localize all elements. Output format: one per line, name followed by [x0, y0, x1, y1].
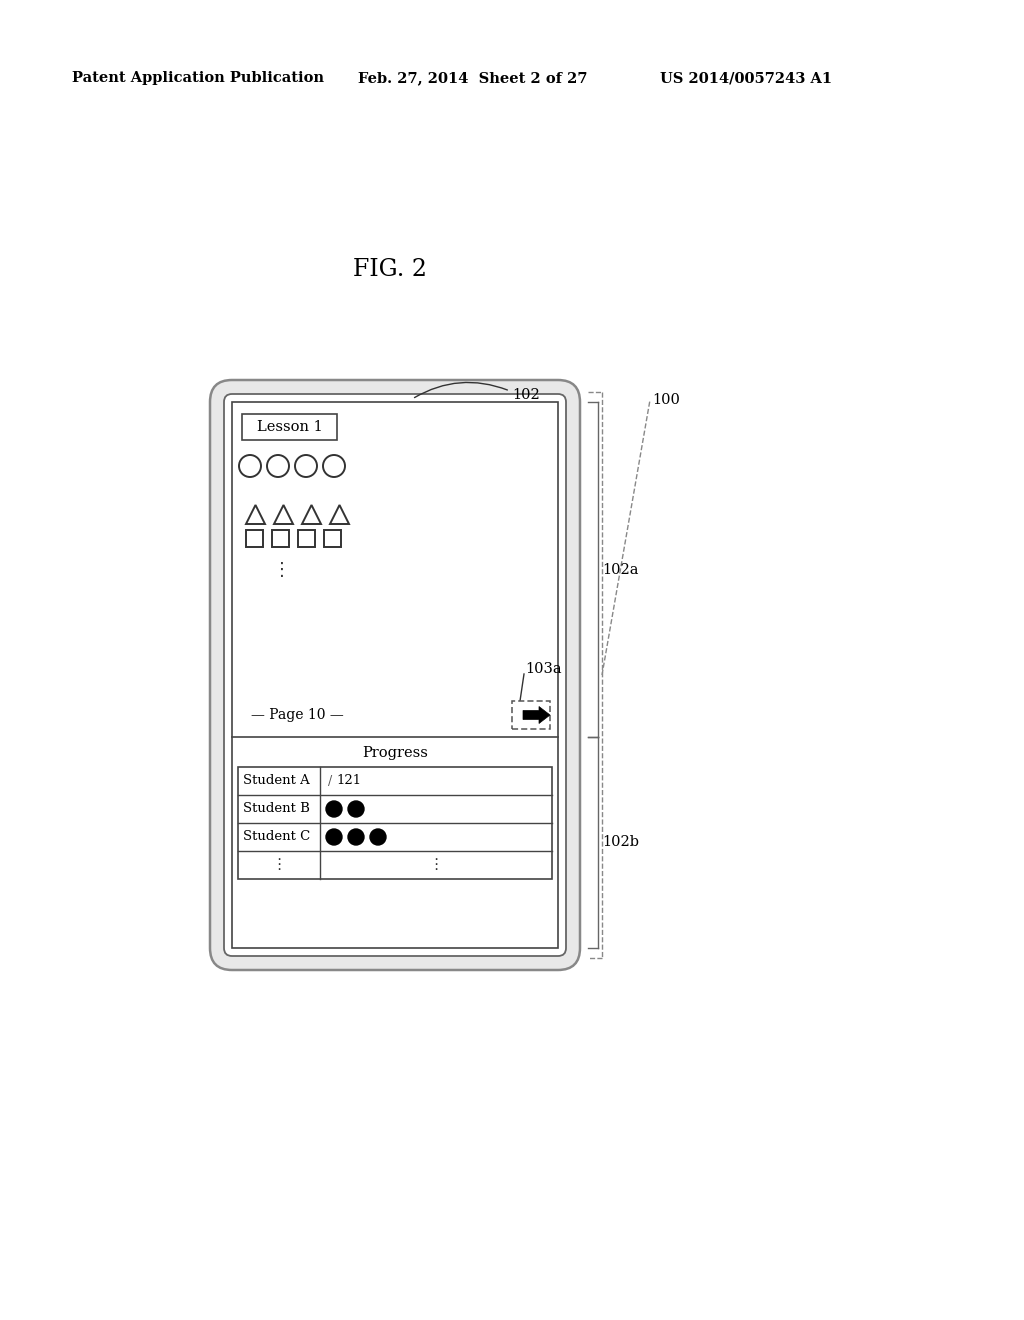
Bar	[246, 531, 263, 546]
Text: 103a: 103a	[525, 663, 561, 676]
Text: /: /	[328, 775, 332, 788]
Circle shape	[239, 455, 261, 477]
Text: US 2014/0057243 A1: US 2014/0057243 A1	[660, 71, 833, 84]
Text: FIG. 2: FIG. 2	[353, 259, 427, 281]
Text: Student C: Student C	[243, 830, 310, 843]
Polygon shape	[302, 506, 321, 524]
Polygon shape	[246, 506, 265, 524]
Circle shape	[323, 455, 345, 477]
Polygon shape	[523, 706, 550, 723]
Polygon shape	[274, 506, 293, 524]
Circle shape	[370, 829, 386, 845]
Text: Progress: Progress	[362, 746, 428, 760]
Bar	[238, 767, 552, 879]
Text: 102b: 102b	[602, 836, 639, 850]
Text: Student B: Student B	[243, 803, 310, 816]
Circle shape	[295, 455, 317, 477]
Bar	[512, 701, 550, 729]
Bar	[298, 531, 315, 546]
Text: ⋮: ⋮	[273, 561, 291, 579]
Text: Student A: Student A	[243, 775, 309, 788]
Text: Lesson 1: Lesson 1	[257, 420, 323, 434]
Text: 100: 100	[652, 393, 680, 407]
Text: Feb. 27, 2014  Sheet 2 of 27: Feb. 27, 2014 Sheet 2 of 27	[358, 71, 588, 84]
Bar	[232, 403, 558, 948]
Circle shape	[348, 801, 364, 817]
Bar	[324, 531, 341, 546]
Text: ⋮: ⋮	[428, 858, 443, 873]
FancyBboxPatch shape	[210, 380, 580, 970]
FancyBboxPatch shape	[224, 393, 566, 956]
Text: 102a: 102a	[602, 562, 639, 577]
Polygon shape	[330, 506, 349, 524]
Bar	[272, 531, 289, 546]
Text: 121: 121	[336, 775, 361, 788]
Circle shape	[326, 801, 342, 817]
Circle shape	[348, 829, 364, 845]
Text: ⋮: ⋮	[271, 858, 287, 873]
Text: — Page 10 —: — Page 10 —	[251, 708, 343, 722]
Circle shape	[267, 455, 289, 477]
Bar	[242, 414, 337, 440]
Circle shape	[326, 829, 342, 845]
Text: Patent Application Publication: Patent Application Publication	[72, 71, 324, 84]
Text: 102: 102	[512, 388, 540, 403]
